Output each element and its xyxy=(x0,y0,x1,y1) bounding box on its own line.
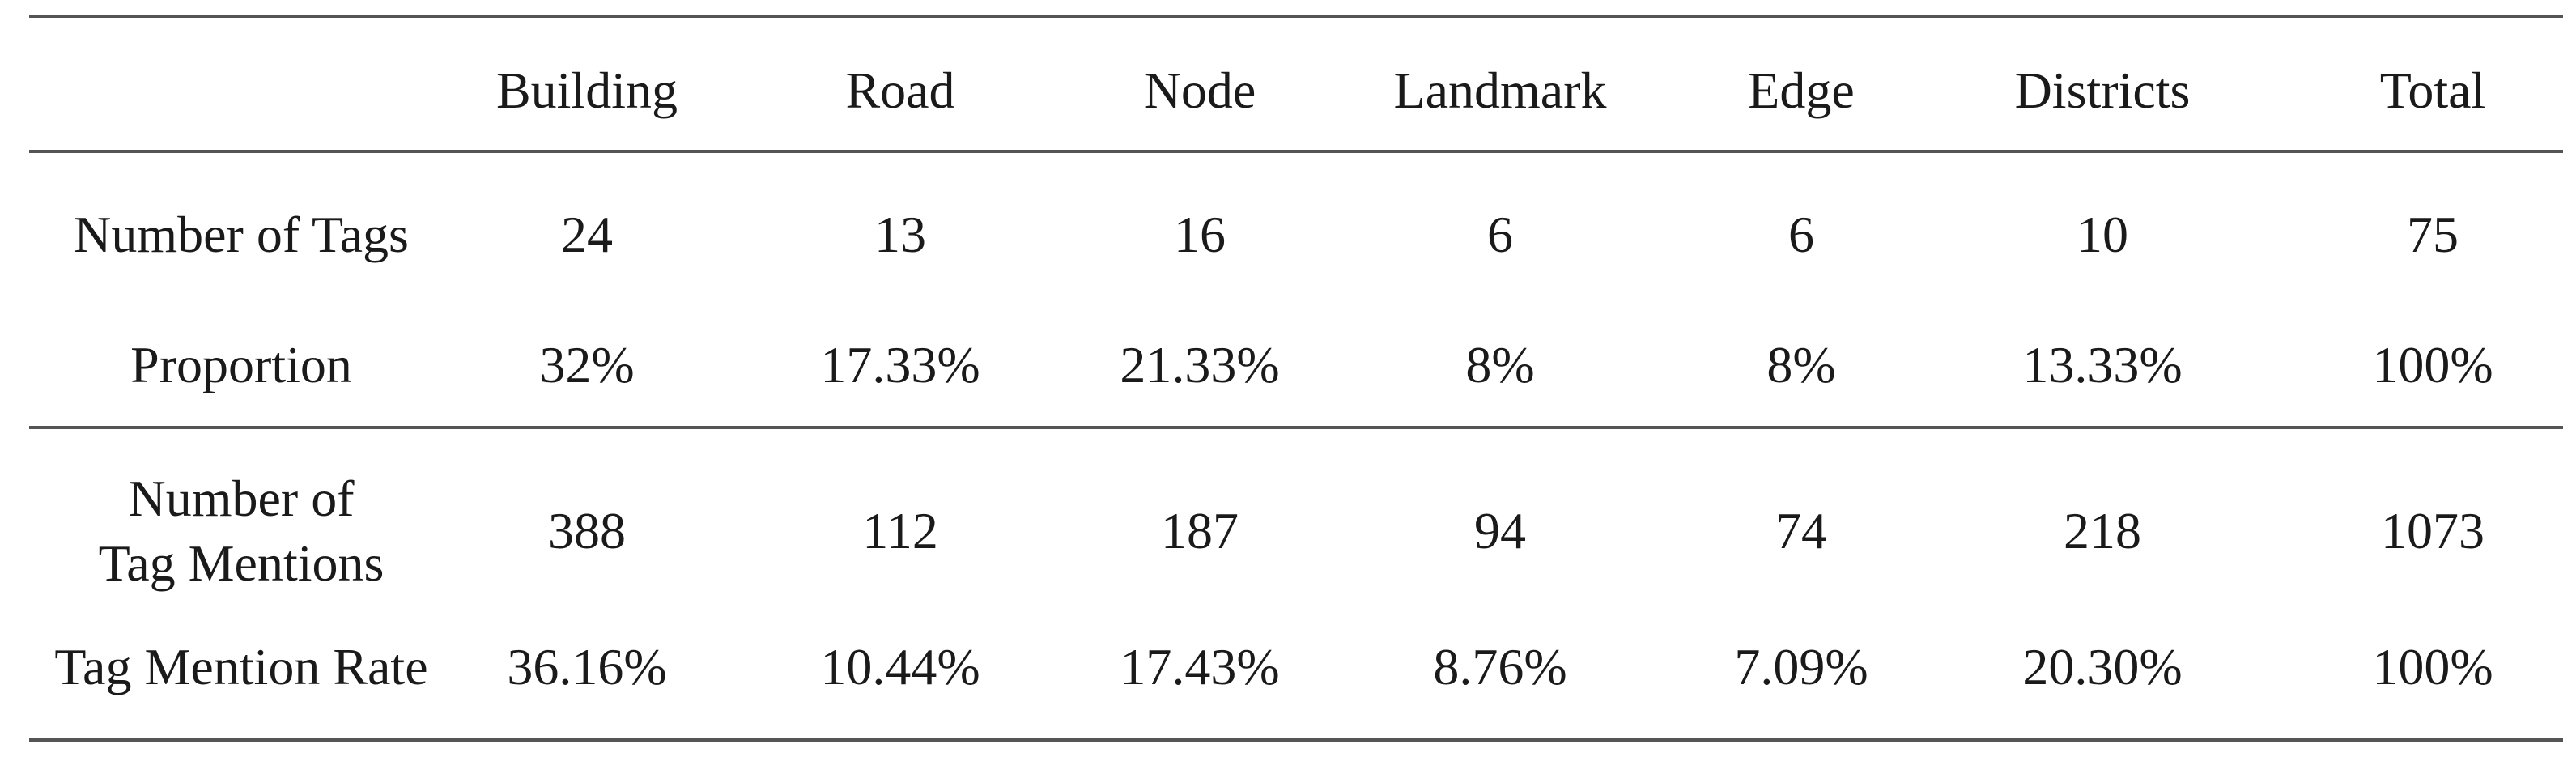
column-header: Node xyxy=(1143,62,1256,119)
column-header: Edge xyxy=(1748,62,1855,119)
table-cell: 218 xyxy=(2064,502,2141,559)
section-rule xyxy=(29,426,2563,429)
row-label: Proportion xyxy=(130,336,352,393)
table-cell: 6 xyxy=(1487,206,1513,263)
table-cell: 8% xyxy=(1766,336,1836,393)
column-header: Road xyxy=(845,62,955,119)
table-cell: 75 xyxy=(2407,206,2459,263)
table-cell: 112 xyxy=(862,502,938,559)
table-cell: 8.76% xyxy=(1433,638,1567,695)
table-cell: 187 xyxy=(1161,502,1239,559)
row-label: Number of Tags xyxy=(74,206,409,263)
table-cell: 24 xyxy=(561,206,613,263)
column-header: Landmark xyxy=(1393,62,1607,119)
table-cell: 94 xyxy=(1474,502,1526,559)
table-cell: 36.16% xyxy=(507,638,667,695)
table-cell: 8% xyxy=(1465,336,1535,393)
table-cell: 10.44% xyxy=(820,638,980,695)
table-cell: 32% xyxy=(539,336,635,393)
table-cell: 13 xyxy=(874,206,926,263)
table-cell: 17.43% xyxy=(1120,638,1280,695)
table-cell: 17.33% xyxy=(820,336,980,393)
table-cell: 74 xyxy=(1775,502,1827,559)
table-cell: 6 xyxy=(1788,206,1814,263)
column-header: Districts xyxy=(2014,62,2191,119)
table-cell: 100% xyxy=(2372,638,2493,695)
top-rule xyxy=(29,15,2563,18)
table-cell: 13.33% xyxy=(2022,336,2183,393)
table-cell: 7.09% xyxy=(1734,638,1868,695)
table-cell: 100% xyxy=(2372,336,2493,393)
table-cell: 1073 xyxy=(2381,502,2485,559)
table-cell: 21.33% xyxy=(1120,336,1280,393)
column-header: Building xyxy=(495,62,678,119)
column-header: Total xyxy=(2379,62,2486,119)
row-label: Number of Tag Mentions xyxy=(98,470,385,592)
header-rule xyxy=(29,150,2563,153)
table-cell: 388 xyxy=(548,502,626,559)
table-cell: 16 xyxy=(1174,206,1226,263)
table-cell: 20.30% xyxy=(2022,638,2183,695)
row-label: Tag Mention Rate xyxy=(54,638,428,695)
bottom-rule xyxy=(29,738,2563,742)
table-cell: 10 xyxy=(2077,206,2128,263)
